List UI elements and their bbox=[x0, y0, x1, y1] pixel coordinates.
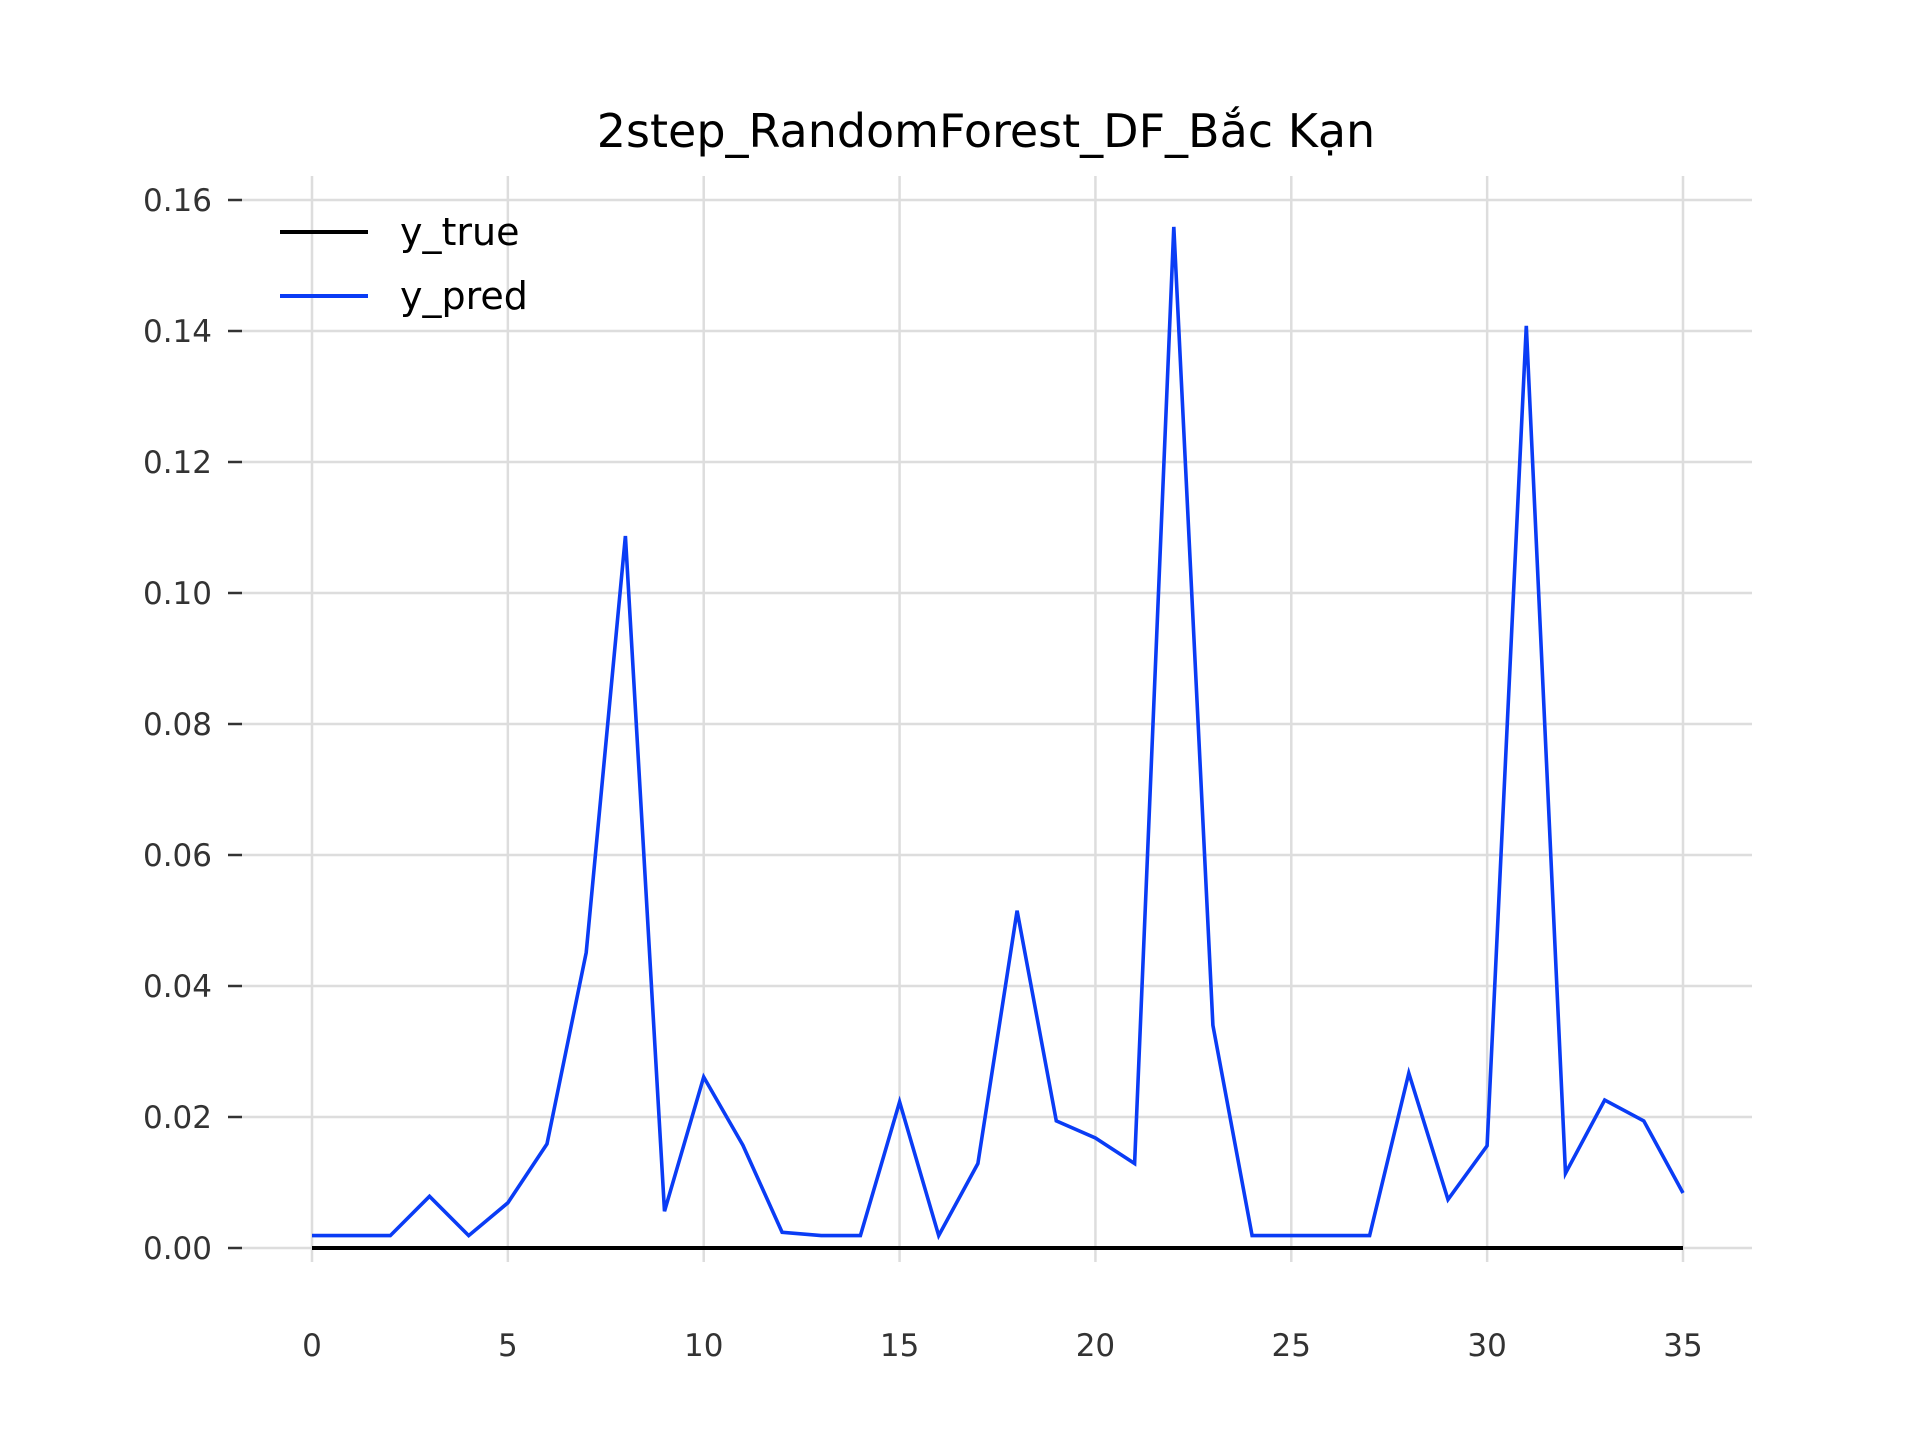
x-tick-label: 5 bbox=[498, 1328, 518, 1364]
series-line-y-pred bbox=[312, 226, 1685, 1241]
legend: y_true y_pred bbox=[280, 210, 528, 318]
x-axis: 0 5 10 15 20 25 30 35 bbox=[302, 1328, 1703, 1364]
chart-title: 2step_RandomForest_DF_Bắc Kạn bbox=[597, 104, 1375, 158]
series-layer bbox=[312, 226, 1685, 1250]
legend-label-y-pred: y_pred bbox=[400, 274, 528, 318]
x-tick-label: 25 bbox=[1272, 1328, 1311, 1364]
y-tick-label: 0.10 bbox=[143, 576, 212, 612]
legend-label-y-true: y_true bbox=[400, 210, 519, 254]
y-tick-label: 0.02 bbox=[143, 1100, 212, 1136]
y-axis: 0.00 0.02 0.04 0.06 0.08 0.10 0.12 0.14 0.16 bbox=[143, 183, 242, 1267]
x-tick-label: 20 bbox=[1076, 1328, 1115, 1364]
y-tick-label: 0.16 bbox=[143, 183, 212, 219]
y-tick-label: 0.08 bbox=[143, 707, 212, 743]
y-tick-label: 0.14 bbox=[143, 314, 212, 350]
y-tick-label: 0.06 bbox=[143, 838, 212, 874]
x-tick-label: 30 bbox=[1467, 1328, 1506, 1364]
y-tick-label: 0.04 bbox=[143, 969, 212, 1005]
x-tick-label: 15 bbox=[880, 1328, 919, 1364]
x-tick-label: 10 bbox=[684, 1328, 723, 1364]
y-tick-label: 0.00 bbox=[143, 1231, 212, 1267]
x-tick-label: 35 bbox=[1663, 1328, 1702, 1364]
y-tick-label: 0.12 bbox=[143, 445, 212, 481]
y-gridlines bbox=[240, 198, 1752, 1250]
x-gridlines bbox=[310, 176, 1685, 1262]
x-tick-label: 0 bbox=[302, 1328, 322, 1364]
